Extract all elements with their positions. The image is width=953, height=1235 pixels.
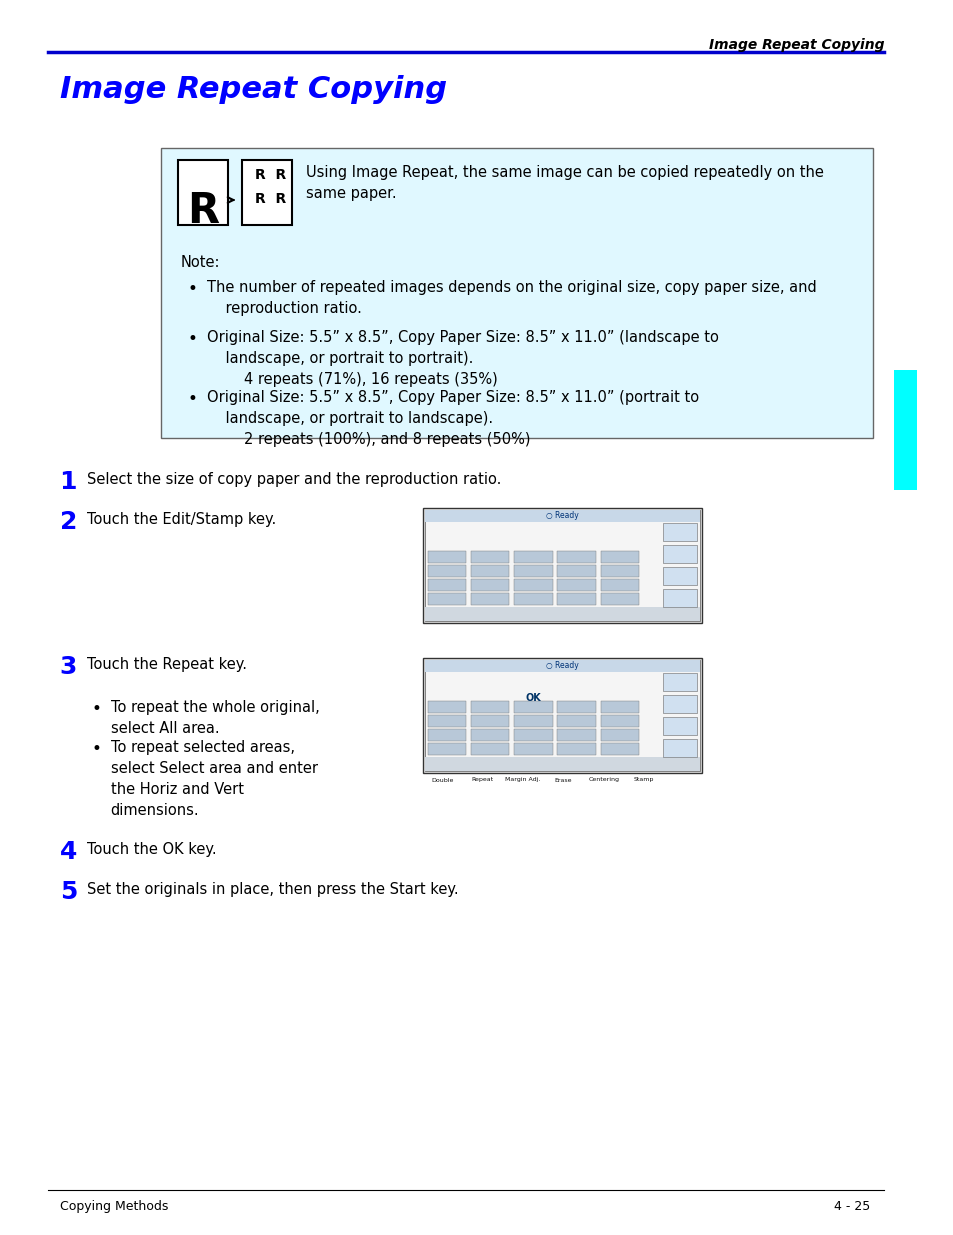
Bar xyxy=(514,579,552,592)
Text: •: • xyxy=(187,390,197,408)
Bar xyxy=(422,508,701,622)
Bar xyxy=(471,743,509,755)
Bar xyxy=(557,564,596,577)
Bar xyxy=(424,510,699,621)
Bar xyxy=(514,701,552,713)
Bar xyxy=(427,564,466,577)
Bar xyxy=(557,579,596,592)
Bar xyxy=(600,701,639,713)
Bar xyxy=(600,579,639,592)
Bar xyxy=(600,715,639,727)
Bar xyxy=(893,370,916,490)
Bar xyxy=(600,729,639,741)
Bar xyxy=(662,589,696,606)
Text: 5: 5 xyxy=(59,881,77,904)
Bar xyxy=(662,545,696,563)
Text: •: • xyxy=(187,330,197,348)
Text: Using Image Repeat, the same image can be copied repeatedly on the
same paper.: Using Image Repeat, the same image can b… xyxy=(305,165,822,201)
Bar xyxy=(427,579,466,592)
Bar xyxy=(471,701,509,713)
Bar xyxy=(514,729,552,741)
Bar xyxy=(424,659,699,672)
Bar xyxy=(424,659,699,771)
Text: •: • xyxy=(91,740,101,758)
Bar xyxy=(600,593,639,605)
Bar xyxy=(600,564,639,577)
Text: 2: 2 xyxy=(59,510,77,534)
Bar xyxy=(471,715,509,727)
Text: ○ Ready: ○ Ready xyxy=(545,511,578,520)
Bar xyxy=(662,673,696,692)
Text: R  R: R R xyxy=(254,168,286,182)
Bar xyxy=(427,743,466,755)
Bar xyxy=(557,729,596,741)
Bar xyxy=(557,715,596,727)
Text: Touch the Edit/Stamp key.: Touch the Edit/Stamp key. xyxy=(87,513,275,527)
Bar xyxy=(514,593,552,605)
Bar xyxy=(424,510,699,522)
Bar xyxy=(471,729,509,741)
Bar xyxy=(424,757,699,771)
Bar xyxy=(662,695,696,713)
Bar xyxy=(514,743,552,755)
Text: R  R: R R xyxy=(254,191,286,206)
Bar xyxy=(177,161,228,225)
Text: •: • xyxy=(187,280,197,298)
Text: Centering: Centering xyxy=(587,778,618,783)
Bar xyxy=(427,701,466,713)
Text: To repeat the whole original,
select All area.: To repeat the whole original, select All… xyxy=(111,700,319,736)
Text: ○ Ready: ○ Ready xyxy=(545,662,578,671)
Bar xyxy=(514,564,552,577)
Bar xyxy=(557,701,596,713)
Bar xyxy=(427,729,466,741)
Text: Select the size of copy paper and the reproduction ratio.: Select the size of copy paper and the re… xyxy=(87,472,500,487)
Text: OK: OK xyxy=(525,693,540,703)
Bar xyxy=(600,551,639,563)
Bar xyxy=(662,739,696,757)
Bar xyxy=(600,743,639,755)
Text: Stamp: Stamp xyxy=(633,778,654,783)
Text: 1: 1 xyxy=(59,471,77,494)
Bar xyxy=(424,606,699,621)
Text: R: R xyxy=(187,190,218,232)
Text: Margin Adj.: Margin Adj. xyxy=(505,778,540,783)
Text: •: • xyxy=(91,700,101,718)
Bar xyxy=(557,593,596,605)
Text: Original Size: 5.5” x 8.5”, Copy Paper Size: 8.5” x 11.0” (portrait to
    lands: Original Size: 5.5” x 8.5”, Copy Paper S… xyxy=(207,390,698,447)
Text: Copying Methods: Copying Methods xyxy=(59,1200,168,1213)
Text: Double: Double xyxy=(431,778,453,783)
Bar xyxy=(471,551,509,563)
Text: 4 - 25: 4 - 25 xyxy=(833,1200,869,1213)
Bar xyxy=(427,593,466,605)
Bar xyxy=(514,551,552,563)
Text: Image Repeat Copying: Image Repeat Copying xyxy=(708,38,883,52)
Text: Touch the Repeat key.: Touch the Repeat key. xyxy=(87,657,246,672)
Text: Set the originals in place, then press the Start key.: Set the originals in place, then press t… xyxy=(87,882,457,897)
Text: Note:: Note: xyxy=(180,254,220,270)
Text: Original Size: 5.5” x 8.5”, Copy Paper Size: 8.5” x 11.0” (landscape to
    land: Original Size: 5.5” x 8.5”, Copy Paper S… xyxy=(207,330,718,387)
Bar xyxy=(662,567,696,585)
Bar xyxy=(422,658,701,773)
Bar xyxy=(471,593,509,605)
Bar xyxy=(427,551,466,563)
Bar xyxy=(662,522,696,541)
Text: Erase: Erase xyxy=(554,778,572,783)
Bar xyxy=(557,743,596,755)
Bar xyxy=(514,715,552,727)
Text: To repeat selected areas,
select Select area and enter
the Horiz and Vert
dimens: To repeat selected areas, select Select … xyxy=(111,740,317,818)
Bar xyxy=(427,715,466,727)
Text: The number of repeated images depends on the original size, copy paper size, and: The number of repeated images depends on… xyxy=(207,280,816,316)
Text: Repeat: Repeat xyxy=(471,778,493,783)
Text: Touch the OK key.: Touch the OK key. xyxy=(87,842,216,857)
Text: 3: 3 xyxy=(59,655,77,679)
Text: 4: 4 xyxy=(59,840,77,864)
Bar xyxy=(662,718,696,735)
Text: Image Repeat Copying: Image Repeat Copying xyxy=(59,75,446,104)
FancyBboxPatch shape xyxy=(161,148,872,438)
Bar xyxy=(471,564,509,577)
Bar xyxy=(471,579,509,592)
Bar xyxy=(242,161,292,225)
Bar xyxy=(557,551,596,563)
